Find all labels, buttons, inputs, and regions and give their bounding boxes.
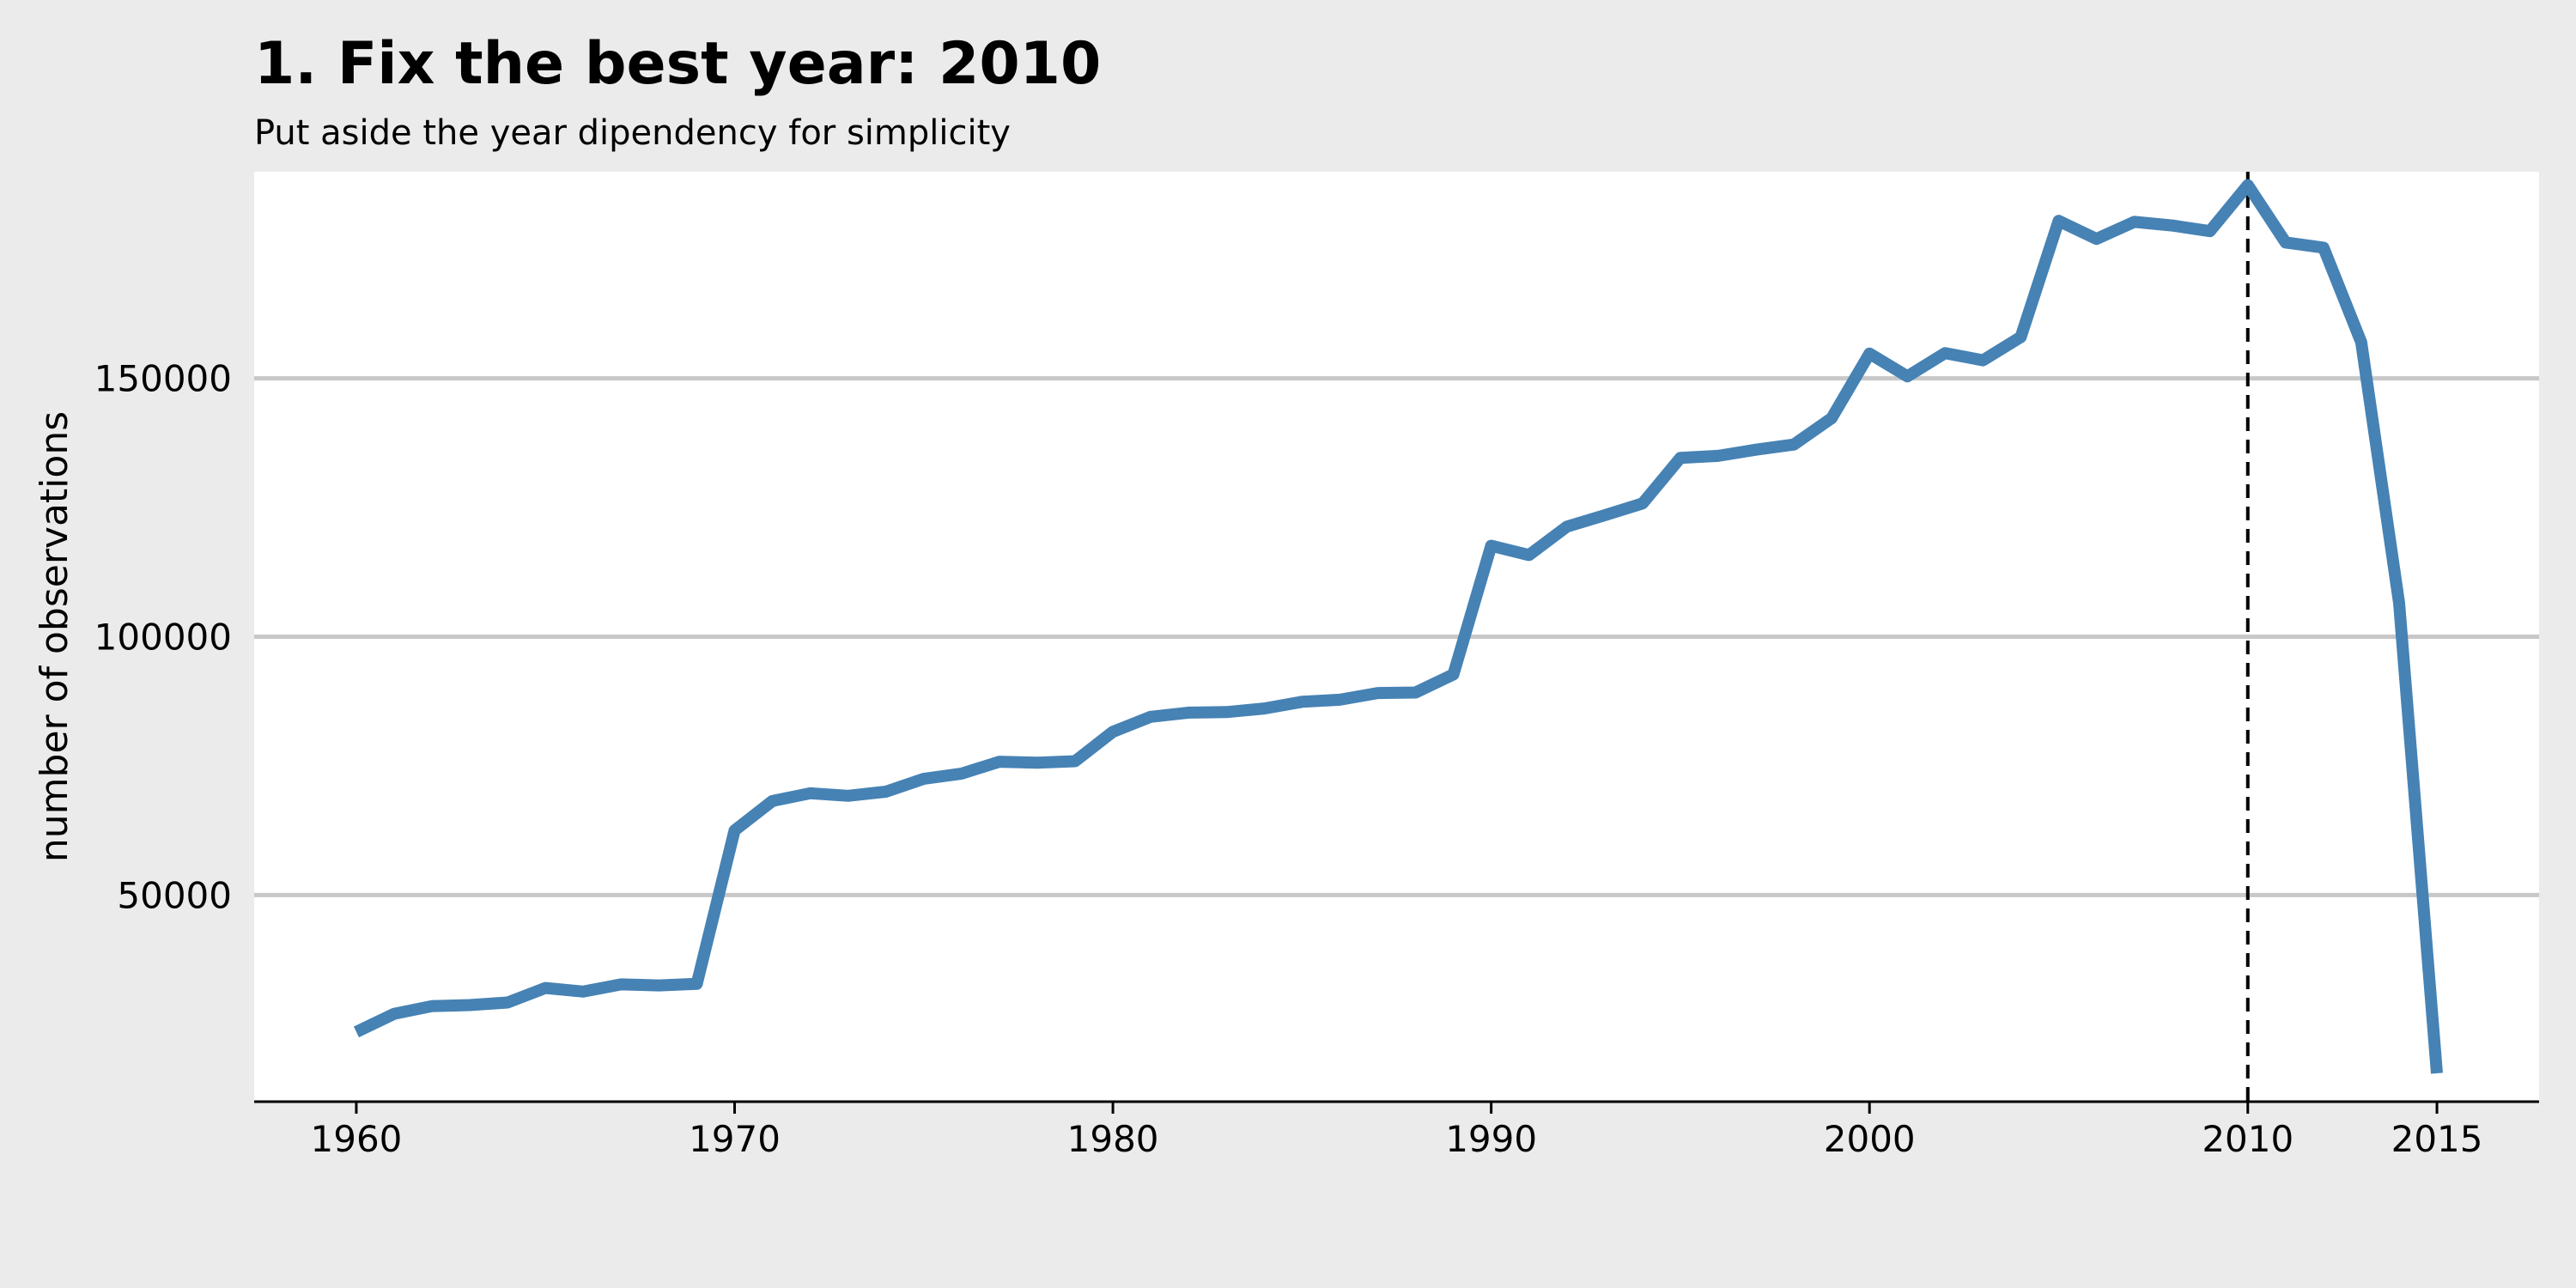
x-tick-label: 2000 xyxy=(1824,1118,1916,1160)
y-axis-title: number of observations xyxy=(33,411,76,862)
x-axis-ticks: 1960 1970 1980 1990 2000 2010 2015 xyxy=(311,1102,2483,1160)
x-tick-label: 2015 xyxy=(2391,1118,2483,1160)
x-tick-label: 1970 xyxy=(689,1118,781,1160)
y-tick-label: 150000 xyxy=(94,358,232,400)
series-line xyxy=(353,179,2443,1074)
y-axis-ticks: 50000 100000 150000 xyxy=(94,358,232,917)
chart-subtitle: Put aside the year dipendency for simpli… xyxy=(254,113,1011,153)
x-tick-label: 1980 xyxy=(1067,1118,1159,1160)
chart-title: 1. Fix the best year: 2010 xyxy=(254,30,1102,98)
gridlines xyxy=(254,376,2539,897)
y-tick-label: 100000 xyxy=(94,617,232,659)
x-tick-label: 1990 xyxy=(1445,1118,1537,1160)
y-tick-label: 50000 xyxy=(117,874,232,916)
x-tick-label: 2010 xyxy=(2202,1118,2293,1160)
x-tick-label: 1960 xyxy=(311,1118,403,1160)
